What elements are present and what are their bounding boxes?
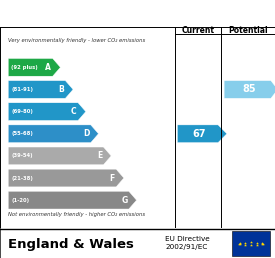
Text: (81-91): (81-91)	[11, 87, 33, 92]
Text: 67: 67	[192, 129, 206, 139]
Text: 85: 85	[242, 84, 256, 94]
Text: Very environmentally friendly - lower CO₂ emissions: Very environmentally friendly - lower CO…	[8, 38, 145, 43]
Polygon shape	[8, 147, 111, 165]
FancyBboxPatch shape	[232, 231, 270, 256]
Text: D: D	[83, 129, 89, 138]
Text: (69-80): (69-80)	[11, 109, 33, 114]
Polygon shape	[177, 125, 227, 143]
Text: Environmental Impact (CO₂) Rating: Environmental Impact (CO₂) Rating	[21, 7, 254, 20]
Text: EU Directive
2002/91/EC: EU Directive 2002/91/EC	[165, 236, 210, 250]
Text: (21-38): (21-38)	[11, 175, 33, 181]
Text: (55-68): (55-68)	[11, 131, 33, 136]
Text: B: B	[58, 85, 64, 94]
Text: England & Wales: England & Wales	[8, 238, 134, 251]
Text: (92 plus): (92 plus)	[11, 65, 38, 70]
Text: E: E	[97, 151, 102, 160]
Polygon shape	[8, 191, 137, 209]
Text: Potential: Potential	[228, 26, 268, 35]
Text: Current: Current	[182, 26, 214, 35]
Text: C: C	[71, 107, 77, 116]
Polygon shape	[8, 169, 124, 187]
Text: (39-54): (39-54)	[11, 154, 33, 158]
Text: A: A	[45, 63, 51, 72]
Polygon shape	[8, 103, 86, 120]
Polygon shape	[8, 125, 98, 143]
Polygon shape	[8, 59, 60, 76]
Text: G: G	[121, 196, 128, 205]
Polygon shape	[224, 80, 275, 98]
Polygon shape	[8, 80, 73, 98]
Text: F: F	[109, 174, 115, 182]
Text: Not environmentally friendly - higher CO₂ emissions: Not environmentally friendly - higher CO…	[8, 212, 145, 217]
Text: (1-20): (1-20)	[11, 198, 29, 203]
